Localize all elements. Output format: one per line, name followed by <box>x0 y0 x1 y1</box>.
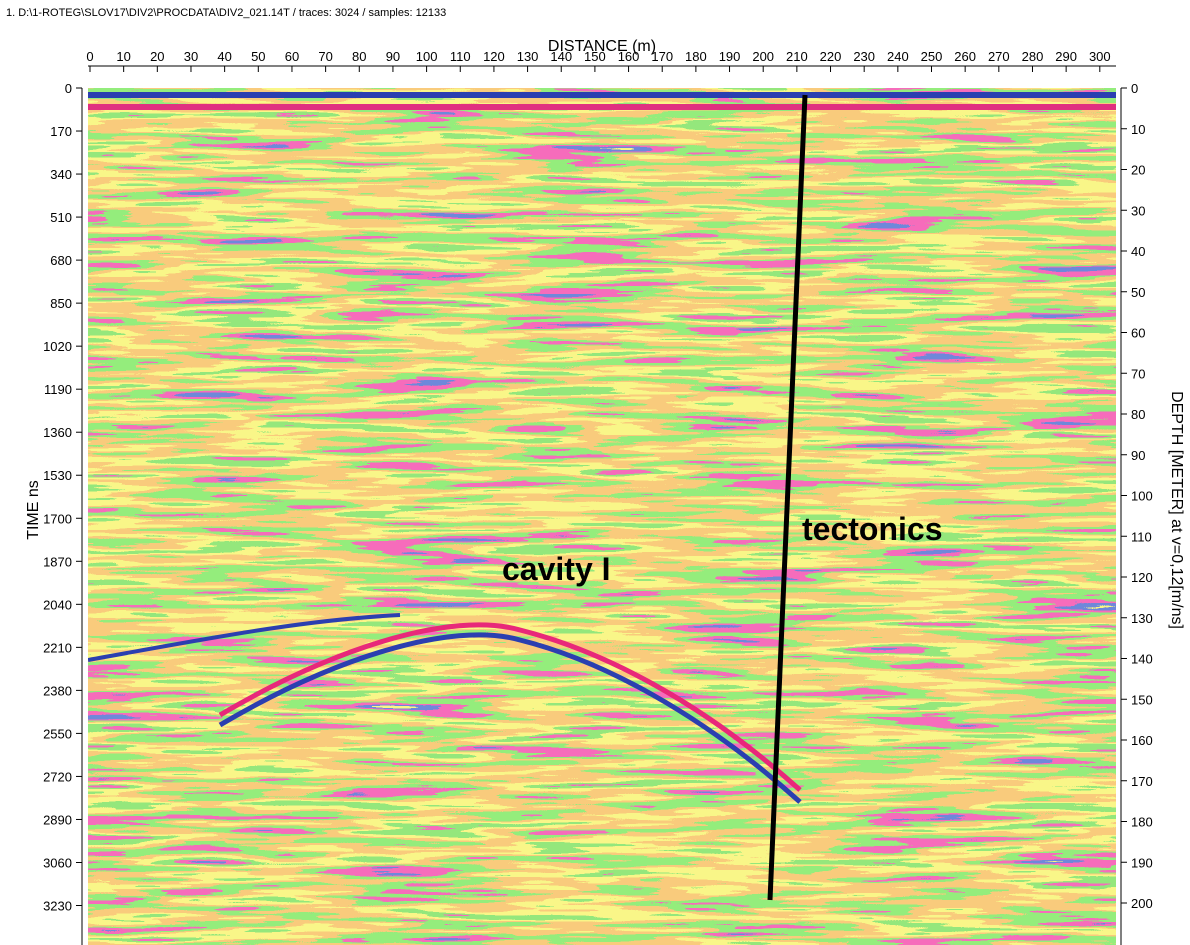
x-tick-label: 0 <box>86 49 93 64</box>
annotation-tectonics: tectonics <box>802 511 942 547</box>
y2-tick-label: 140 <box>1131 652 1153 667</box>
y2-tick-label: 110 <box>1131 529 1152 544</box>
y2-tick-label: 100 <box>1131 489 1153 504</box>
y-tick-label: 510 <box>50 210 72 225</box>
y2-tick-label: 170 <box>1131 774 1153 789</box>
y-tick-label: 2210 <box>43 640 72 655</box>
x-tick-label: 30 <box>184 49 198 64</box>
x-tick-label: 130 <box>517 49 539 64</box>
y-tick-label: 1360 <box>43 425 72 440</box>
y2-tick-label: 130 <box>1131 611 1153 626</box>
x-tick-label: 210 <box>786 49 808 64</box>
x-tick-label: 80 <box>352 49 366 64</box>
y2-tick-label: 50 <box>1131 285 1145 300</box>
y2-tick-label: 0 <box>1131 81 1138 96</box>
x-tick-label: 180 <box>685 49 707 64</box>
surface-band <box>88 104 1116 110</box>
y-tick-label: 1190 <box>44 382 72 397</box>
y-tick-label: 1020 <box>43 339 72 354</box>
y-tick-label: 2720 <box>43 769 72 784</box>
y-tick-label: 0 <box>65 81 72 96</box>
y2-tick-label: 20 <box>1131 163 1145 178</box>
x-tick-label: 200 <box>752 49 774 64</box>
y-tick-label: 2890 <box>43 812 72 827</box>
y-tick-label: 170 <box>50 124 72 139</box>
y2-tick-label: 160 <box>1131 733 1153 748</box>
y2-tick-label: 150 <box>1131 692 1153 707</box>
x-tick-label: 190 <box>719 49 741 64</box>
y-tick-label: 340 <box>50 167 72 182</box>
x-tick-label: 60 <box>285 49 299 64</box>
y2-tick-label: 40 <box>1131 244 1145 259</box>
radargram-image <box>88 88 1116 945</box>
x-tick-label: 170 <box>651 49 673 64</box>
file-header: 1. D:\1-ROTEG\SLOV17\DIV2\PROCDATA\DIV2_… <box>6 7 446 19</box>
x-tick-label: 260 <box>954 49 976 64</box>
x-tick-label: 300 <box>1089 49 1111 64</box>
x-tick-label: 110 <box>450 49 471 64</box>
y-tick-label: 1870 <box>43 554 72 569</box>
y2-axis-label: DEPTH [METER] at v=0,12[m/ns] <box>1168 391 1185 629</box>
y2-tick-label: 90 <box>1131 448 1145 463</box>
x-tick-label: 270 <box>988 49 1010 64</box>
radargram-view: 1. D:\1-ROTEG\SLOV17\DIV2\PROCDATA\DIV2_… <box>0 0 1190 945</box>
radargram-texture <box>88 88 1116 945</box>
x-tick-label: 140 <box>550 49 572 64</box>
x-tick-label: 90 <box>386 49 400 64</box>
x-tick-label: 160 <box>618 49 640 64</box>
y-tick-label: 3230 <box>43 899 72 914</box>
y-tick-label: 680 <box>50 253 72 268</box>
y2-tick-label: 30 <box>1131 203 1145 218</box>
x-tick-label: 100 <box>416 49 438 64</box>
annotation-cavity: cavity I <box>502 551 611 587</box>
x-tick-label: 20 <box>150 49 164 64</box>
y-tick-label: 2040 <box>43 597 72 612</box>
x-tick-label: 10 <box>116 49 130 64</box>
y2-tick-label: 200 <box>1131 896 1153 911</box>
x-tick-label: 150 <box>584 49 606 64</box>
y2-tick-label: 80 <box>1131 407 1145 422</box>
page: 1. D:\1-ROTEG\SLOV17\DIV2\PROCDATA\DIV2_… <box>0 0 1190 945</box>
x-tick-label: 120 <box>483 49 505 64</box>
y2-tick-label: 60 <box>1131 326 1145 341</box>
x-tick-label: 230 <box>853 49 875 64</box>
y-tick-label: 1530 <box>43 468 72 483</box>
x-tick-label: 40 <box>217 49 231 64</box>
y2-tick-label: 180 <box>1131 815 1153 830</box>
y2-tick-label: 190 <box>1131 855 1153 870</box>
x-tick-label: 250 <box>921 49 943 64</box>
y-tick-label: 850 <box>50 296 72 311</box>
x-tick-label: 280 <box>1022 49 1044 64</box>
x-tick-label: 290 <box>1055 49 1077 64</box>
surface-band <box>88 92 1116 98</box>
x-tick-label: 220 <box>820 49 842 64</box>
y-tick-label: 2550 <box>43 726 72 741</box>
x-tick-label: 50 <box>251 49 265 64</box>
y-axis-label: TIME ns <box>25 480 42 540</box>
y-tick-label: 3060 <box>43 855 72 870</box>
y2-tick-label: 70 <box>1131 366 1145 381</box>
x-tick-label: 240 <box>887 49 909 64</box>
y-tick-label: 2380 <box>43 683 72 698</box>
y2-tick-label: 120 <box>1131 570 1153 585</box>
x-tick-label: 70 <box>318 49 332 64</box>
y-tick-label: 1700 <box>43 511 72 526</box>
y2-tick-label: 10 <box>1131 122 1145 137</box>
